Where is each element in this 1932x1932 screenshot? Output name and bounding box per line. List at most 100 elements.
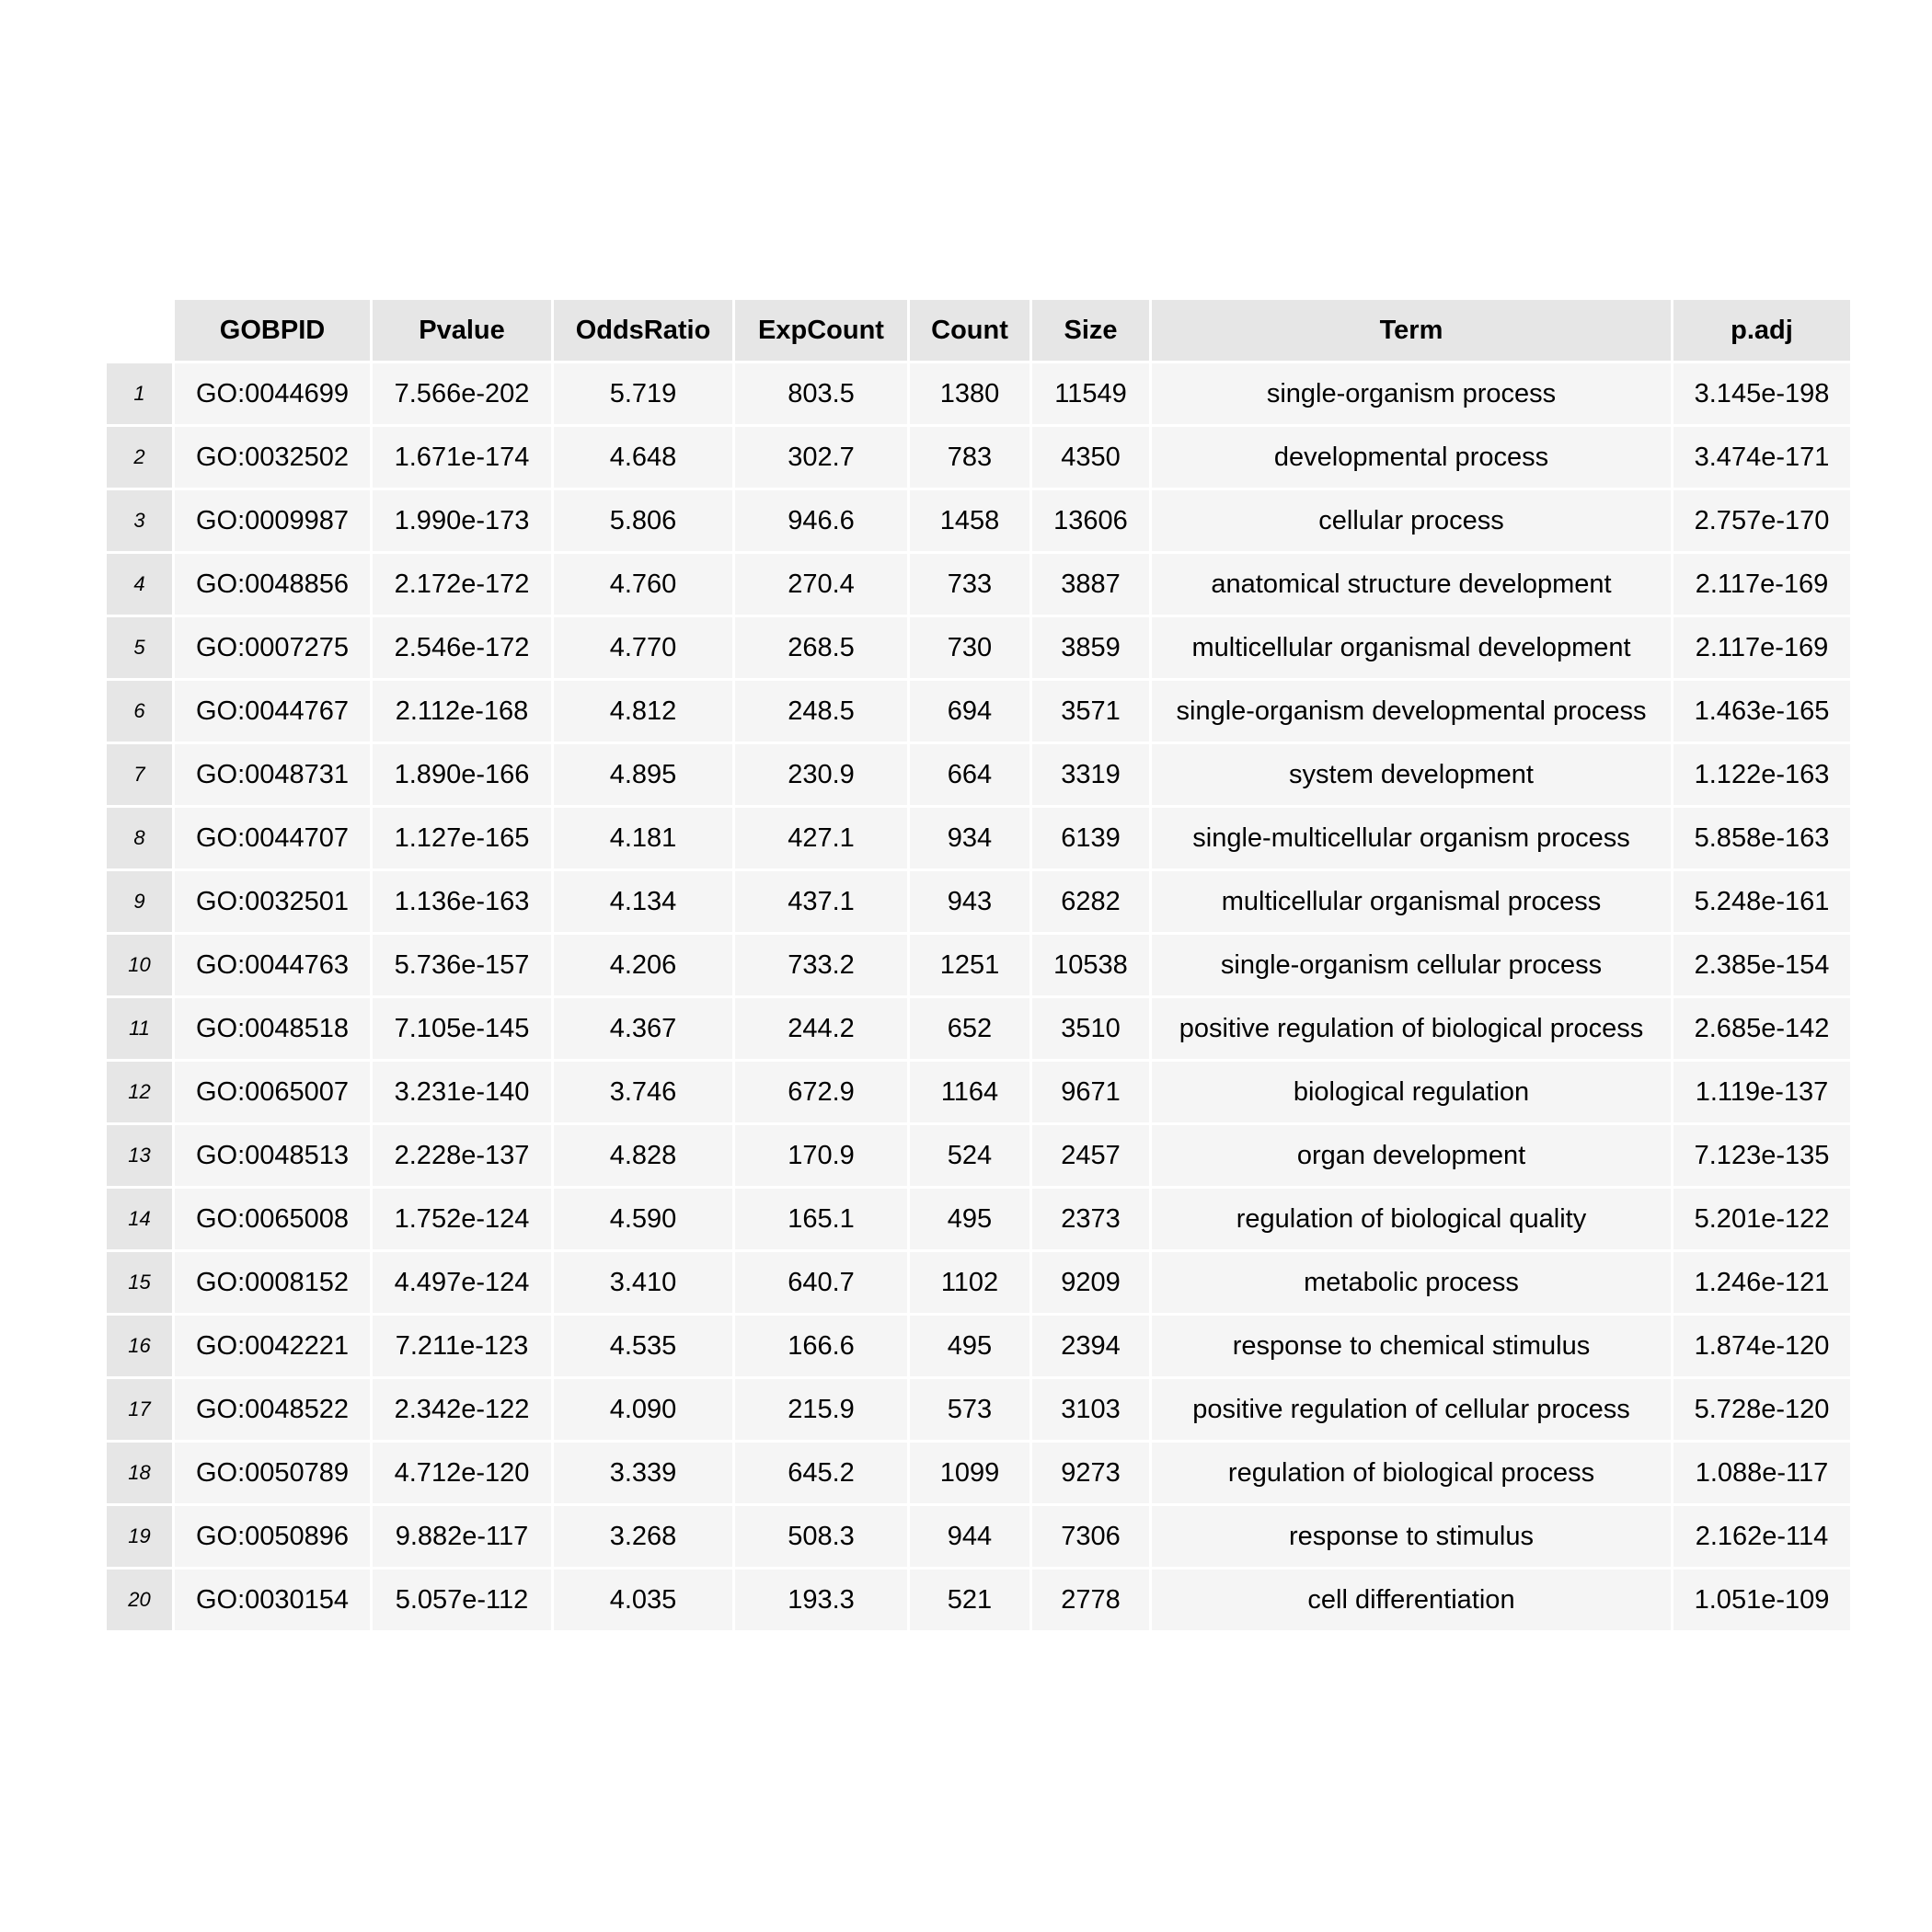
table-body: 1 GO:0044699 7.566e-202 5.719 803.5 1380 11549… [107, 363, 1850, 1630]
table-cell: 427.1 [735, 808, 907, 868]
table-cell: 3.474e-171 [1673, 427, 1850, 488]
table-cell: 2.117e-169 [1673, 554, 1850, 615]
table-cell: 6139 [1032, 808, 1149, 868]
table-cell: 2.228e-137 [373, 1125, 551, 1186]
table-cell: GO:0044707 [175, 808, 370, 868]
table-cell: biological regulation [1152, 1062, 1671, 1122]
table-cell: 2.117e-169 [1673, 617, 1850, 678]
table-cell: 5.728e-120 [1673, 1379, 1850, 1440]
table-cell: 2.546e-172 [373, 617, 551, 678]
table-cell: 170.9 [735, 1125, 907, 1186]
table-cell: 521 [910, 1570, 1029, 1630]
table-row: 9 GO:0032501 1.136e-163 4.134 437.1 943 6282 mu… [107, 871, 1850, 932]
table-cell: 1.122e-163 [1673, 744, 1850, 805]
table-cell: 3887 [1032, 554, 1149, 615]
row-number: 20 [107, 1570, 172, 1630]
table-cell: 4.895 [554, 744, 732, 805]
table-row: 11 GO:0048518 7.105e-145 4.367 244.2 652 3510 p… [107, 998, 1850, 1059]
table-cell: 495 [910, 1316, 1029, 1376]
column-header: Size [1032, 300, 1149, 361]
table-cell: 694 [910, 681, 1029, 742]
table-cell: 1.088e-117 [1673, 1443, 1850, 1503]
table-cell: 9273 [1032, 1443, 1149, 1503]
table-cell: 495 [910, 1189, 1029, 1249]
table-cell: cell differentiation [1152, 1570, 1671, 1630]
row-number: 2 [107, 427, 172, 488]
table-cell: 2.757e-170 [1673, 490, 1850, 551]
table-row: 20 GO:0030154 5.057e-112 4.035 193.3 521 2778 c… [107, 1570, 1850, 1630]
table-cell: 524 [910, 1125, 1029, 1186]
table-cell: 943 [910, 871, 1029, 932]
table-cell: 6282 [1032, 871, 1149, 932]
table-cell: 10538 [1032, 935, 1149, 995]
row-number: 9 [107, 871, 172, 932]
table-cell: 4.812 [554, 681, 732, 742]
row-number: 6 [107, 681, 172, 742]
table-cell: 3.410 [554, 1252, 732, 1313]
table-cell: 934 [910, 808, 1029, 868]
table-cell: 4.535 [554, 1316, 732, 1376]
table-cell: 1.752e-124 [373, 1189, 551, 1249]
table-cell: 3319 [1032, 744, 1149, 805]
table-cell: response to stimulus [1152, 1506, 1671, 1567]
table-cell: GO:0050789 [175, 1443, 370, 1503]
table-cell: 3.268 [554, 1506, 732, 1567]
table-cell: 193.3 [735, 1570, 907, 1630]
table-cell: 4.828 [554, 1125, 732, 1186]
table-cell: 664 [910, 744, 1029, 805]
table-row: 17 GO:0048522 2.342e-122 4.090 215.9 573 3103 p… [107, 1379, 1850, 1440]
table-cell: multicellular organismal process [1152, 871, 1671, 932]
column-header: ExpCount [735, 300, 907, 361]
table-row: 13 GO:0048513 2.228e-137 4.828 170.9 524 2457 o… [107, 1125, 1850, 1186]
table-row: 5 GO:0007275 2.546e-172 4.770 268.5 730 3859 mu… [107, 617, 1850, 678]
table-cell: 2394 [1032, 1316, 1149, 1376]
table-cell: 3.145e-198 [1673, 363, 1850, 424]
table-row: 14 GO:0065008 1.752e-124 4.590 165.1 495 2373 r… [107, 1189, 1850, 1249]
table-cell: 1102 [910, 1252, 1029, 1313]
table-cell: 4.134 [554, 871, 732, 932]
row-number: 10 [107, 935, 172, 995]
table-cell: 3859 [1032, 617, 1149, 678]
table-cell: 652 [910, 998, 1029, 1059]
table-cell: 730 [910, 617, 1029, 678]
table-cell: 437.1 [735, 871, 907, 932]
column-header: Pvalue [373, 300, 551, 361]
table-cell: 3.231e-140 [373, 1062, 551, 1122]
row-number: 18 [107, 1443, 172, 1503]
table-cell: 4.090 [554, 1379, 732, 1440]
table-cell: 4.770 [554, 617, 732, 678]
table-cell: 1.246e-121 [1673, 1252, 1850, 1313]
row-number: 1 [107, 363, 172, 424]
table-cell: GO:0044699 [175, 363, 370, 424]
table-cell: GO:0042221 [175, 1316, 370, 1376]
table-cell: 2.342e-122 [373, 1379, 551, 1440]
table-cell: 268.5 [735, 617, 907, 678]
table-cell: 4.760 [554, 554, 732, 615]
table-cell: 1.671e-174 [373, 427, 551, 488]
table-cell: 5.719 [554, 363, 732, 424]
table-cell: 1251 [910, 935, 1029, 995]
table-cell: 7.566e-202 [373, 363, 551, 424]
table-cell: 3510 [1032, 998, 1149, 1059]
table-cell: 166.6 [735, 1316, 907, 1376]
table-cell: GO:0008152 [175, 1252, 370, 1313]
row-number: 13 [107, 1125, 172, 1186]
table-cell: 5.806 [554, 490, 732, 551]
table-cell: 244.2 [735, 998, 907, 1059]
table-cell: 783 [910, 427, 1029, 488]
table-cell: single-organism cellular process [1152, 935, 1671, 995]
table-cell: 270.4 [735, 554, 907, 615]
table-cell: positive regulation of biological proces… [1152, 998, 1671, 1059]
table-cell: GO:0030154 [175, 1570, 370, 1630]
row-number: 15 [107, 1252, 172, 1313]
table-row: 6 GO:0044767 2.112e-168 4.812 248.5 694 3571 si… [107, 681, 1850, 742]
table-cell: 4.497e-124 [373, 1252, 551, 1313]
table-cell: 733.2 [735, 935, 907, 995]
table-cell: 11549 [1032, 363, 1149, 424]
table-cell: developmental process [1152, 427, 1671, 488]
table-row: 18 GO:0050789 4.712e-120 3.339 645.2 1099 9273… [107, 1443, 1850, 1503]
table-cell: 4.367 [554, 998, 732, 1059]
table-cell: 3571 [1032, 681, 1149, 742]
table-cell: 733 [910, 554, 1029, 615]
table-cell: 944 [910, 1506, 1029, 1567]
